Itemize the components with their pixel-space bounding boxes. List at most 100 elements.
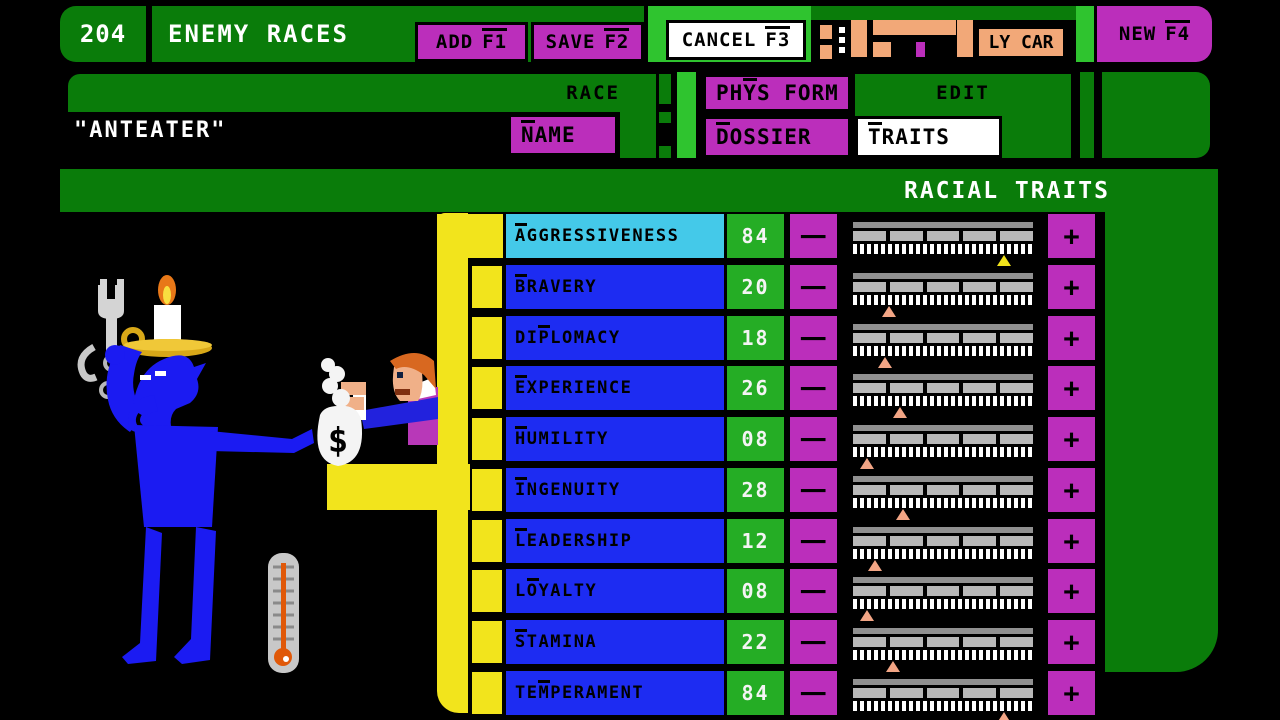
slider-pointer[interactable]	[878, 357, 893, 368]
increase-button[interactable]: +	[1048, 468, 1095, 512]
dossier-tab[interactable]: D OSSIER	[703, 116, 851, 158]
slider-track-bar	[853, 324, 1033, 330]
trait-slider[interactable]	[845, 671, 1041, 720]
trait-label[interactable]: L EADERSHIP	[506, 519, 724, 563]
increase-button[interactable]: +	[1048, 671, 1095, 715]
slider-track-bar	[853, 222, 1033, 228]
save-button[interactable]: SAVE F2	[531, 22, 644, 62]
thermometer	[268, 553, 299, 673]
increase-button[interactable]: +	[1048, 265, 1095, 309]
trait-slider[interactable]	[845, 214, 1041, 270]
trait-slider[interactable]	[845, 569, 1041, 625]
decrease-button[interactable]: −	[790, 366, 837, 410]
traits-tab-selected[interactable]: T RAITS	[855, 116, 1002, 158]
plus-icon: +	[1063, 423, 1080, 455]
decrease-button[interactable]: −	[790, 214, 837, 258]
candle	[121, 275, 212, 357]
plus-icon: +	[1063, 271, 1080, 303]
trait-label[interactable]: A GGRESSIVENESS	[506, 214, 724, 258]
slider-pointer[interactable]	[997, 255, 1012, 266]
partially-hidden-button[interactable]: LY CAR	[976, 26, 1066, 59]
trait-label[interactable]: TE M PERAMENT	[506, 671, 724, 715]
trait-label[interactable]: L O YALTY	[506, 569, 724, 613]
slider-pointer[interactable]	[885, 661, 900, 672]
right-side-panel	[1105, 212, 1218, 672]
minus-icon: −	[799, 423, 828, 455]
plus-icon: +	[1063, 677, 1080, 709]
race-artwork: $	[77, 275, 438, 673]
circuit-decoration-panel: LY CAR	[811, 20, 1076, 62]
slider-pointer[interactable]	[997, 712, 1012, 720]
trait-row-connector	[437, 214, 503, 258]
slider-pointer[interactable]	[867, 560, 882, 571]
trait-slider[interactable]	[845, 468, 1041, 524]
trait-slider[interactable]	[845, 265, 1041, 321]
minus-icon: −	[799, 626, 828, 658]
trait-slider[interactable]	[845, 417, 1041, 473]
trait-slider[interactable]	[845, 519, 1041, 575]
second-row-divider-strip	[1080, 72, 1094, 158]
add-button[interactable]: ADD F1	[415, 22, 528, 62]
increase-button[interactable]: +	[1048, 366, 1095, 410]
decrease-button[interactable]: −	[790, 417, 837, 461]
decrease-button[interactable]: −	[790, 316, 837, 360]
slider-segments	[853, 688, 1033, 698]
slider-ruler	[853, 346, 1033, 356]
slider-ruler	[853, 244, 1033, 254]
decrease-button[interactable]: −	[790, 265, 837, 309]
decrease-button[interactable]: −	[790, 569, 837, 613]
increase-button[interactable]: +	[1048, 316, 1095, 360]
record-number-tab: 204	[60, 6, 146, 62]
new-button[interactable]: NEW F4	[1097, 6, 1212, 62]
trait-row: DI P LOMACY 18 − +	[0, 316, 1280, 368]
decrease-button[interactable]: −	[790, 620, 837, 664]
slider-track-bar	[853, 679, 1033, 685]
decrease-button[interactable]: −	[790, 519, 837, 563]
trait-label[interactable]: B RAVERY	[506, 265, 724, 309]
increase-button[interactable]: +	[1048, 569, 1095, 613]
trait-label[interactable]: E XPERIENCE	[506, 366, 724, 410]
dollar-sign: $	[328, 421, 348, 461]
page-title: ENEMY RACES	[168, 20, 349, 48]
slider-pointer[interactable]	[896, 509, 911, 520]
decrease-button[interactable]: −	[790, 671, 837, 715]
minus-icon: −	[799, 575, 828, 607]
trait-slider[interactable]	[845, 366, 1041, 422]
plus-icon: +	[1063, 575, 1080, 607]
slider-pointer[interactable]	[860, 458, 875, 469]
slider-segments	[853, 637, 1033, 647]
trait-label[interactable]: I NGENUITY	[506, 468, 724, 512]
increase-button[interactable]: +	[1048, 620, 1095, 664]
decrease-button[interactable]: −	[790, 468, 837, 512]
slider-pointer[interactable]	[892, 407, 907, 418]
slider-pointer[interactable]	[882, 306, 896, 317]
trait-row: I NGENUITY 28 − +	[0, 468, 1280, 520]
minus-icon: −	[799, 322, 828, 354]
minus-icon: −	[799, 372, 828, 404]
increase-button[interactable]: +	[1048, 519, 1095, 563]
slider-track-bar	[853, 273, 1033, 279]
trait-slider[interactable]	[845, 620, 1041, 676]
increase-button[interactable]: +	[1048, 417, 1095, 461]
trait-value: 22	[727, 620, 784, 664]
trait-slider[interactable]	[845, 316, 1041, 372]
cancel-button[interactable]: CANCEL F3	[666, 20, 806, 60]
slider-pointer[interactable]	[860, 610, 875, 621]
slider-segments	[853, 536, 1033, 546]
trait-label[interactable]: DI P LOMACY	[506, 316, 724, 360]
phys-form-tab[interactable]: PH Y S FORM	[703, 74, 851, 112]
slider-segments	[853, 434, 1033, 444]
fork-vertical-bar	[437, 213, 468, 713]
trait-label[interactable]: S TAMINA	[506, 620, 724, 664]
minus-icon: −	[799, 677, 828, 709]
trait-value: 18	[727, 316, 784, 360]
increase-button[interactable]: +	[1048, 214, 1095, 258]
name-button[interactable]: N AME	[508, 114, 618, 156]
slider-track-bar	[853, 425, 1033, 431]
trait-label[interactable]: H UMILITY	[506, 417, 724, 461]
slider-track-bar	[853, 577, 1033, 583]
plus-icon: +	[1063, 322, 1080, 354]
plus-icon: +	[1063, 372, 1080, 404]
trait-row-connector	[472, 570, 502, 612]
trait-row: L O YALTY 08 − +	[0, 569, 1280, 621]
